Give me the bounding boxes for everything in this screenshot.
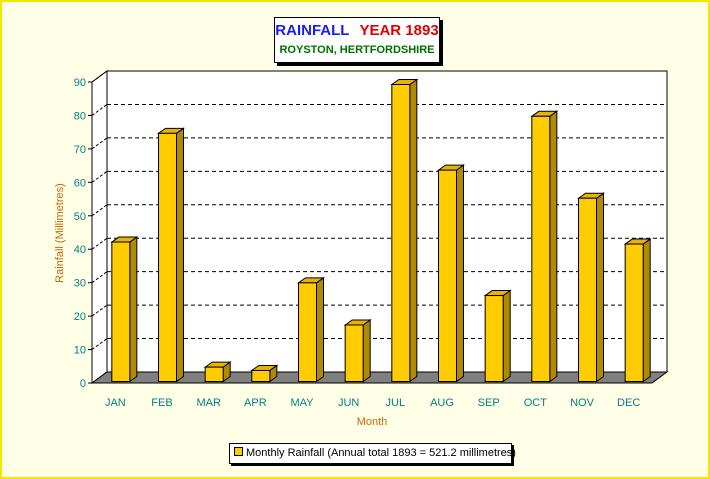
x-tick-label: SEP (478, 397, 500, 409)
bar-side (129, 236, 138, 383)
y-tick-label: 40 (74, 244, 86, 256)
legend: Monthly Rainfall (Annual total 1893 = 52… (229, 443, 516, 464)
bar-side (409, 78, 418, 383)
bar-side (316, 276, 324, 383)
x-tick-label: NOV (570, 397, 595, 409)
bar (298, 282, 317, 383)
chart-title: RAINFALL YEAR 1893 (275, 22, 439, 40)
bar-side (549, 110, 558, 383)
x-tick-label: JAN (105, 397, 126, 409)
bar (484, 295, 504, 383)
bar (438, 169, 457, 382)
gridline-side (91, 104, 108, 116)
bar (111, 241, 131, 382)
x-tick-label: DEC (617, 397, 640, 409)
x-tick-label: MAY (290, 397, 314, 409)
bar-side (642, 238, 651, 383)
bar (204, 366, 224, 383)
y-tick-label: 50 (74, 211, 86, 223)
x-tick-label: JUL (386, 397, 406, 409)
x-tick-label: JUN (338, 397, 359, 409)
y-tick-label: 20 (74, 311, 86, 323)
gridline-side (91, 70, 108, 83)
bar (158, 132, 177, 382)
bar-side (596, 192, 604, 383)
gridline-side (91, 271, 108, 284)
title-box: RAINFALL YEAR 1893 ROYSTON, HERTFORDSHIRE (274, 17, 440, 63)
y-tick-label: 0 (80, 378, 86, 390)
bar-side (502, 289, 511, 383)
x-tick-label: OCT (524, 397, 548, 409)
y-axis-title: Rainfall (Millimetres) (54, 183, 66, 283)
gridline-side (91, 304, 108, 317)
y-tick-label: 30 (74, 278, 86, 290)
x-tick-label: MAR (196, 397, 221, 409)
gridline-side (91, 170, 108, 183)
y-tick-label: 10 (74, 345, 86, 357)
bar-side (176, 127, 184, 383)
plot-floor (90, 371, 669, 384)
title-year: YEAR 1893 (359, 22, 439, 39)
legend-swatch (234, 447, 243, 456)
gridline-side (91, 338, 108, 350)
bar (578, 197, 597, 382)
y-tick-label: 70 (74, 144, 86, 156)
bar (391, 84, 411, 382)
bar-side (456, 164, 464, 383)
gridline-side (91, 137, 108, 150)
x-tick-label: APR (244, 397, 267, 409)
bar-side (362, 319, 371, 383)
bar (251, 369, 271, 383)
plot-side-wall (91, 70, 108, 384)
gridline-side (91, 204, 108, 217)
gridline-side (91, 237, 108, 250)
bar (531, 115, 551, 382)
bar (344, 324, 364, 382)
y-tick-label: 60 (74, 177, 86, 189)
y-tick-label: 90 (74, 77, 86, 89)
y-tick-label: 80 (74, 110, 86, 122)
title-rainfall: RAINFALL (275, 22, 350, 39)
x-tick-label: FEB (151, 397, 172, 409)
bar (624, 243, 644, 382)
x-tick-label: AUG (430, 397, 454, 409)
x-axis-title: Month (357, 416, 388, 428)
legend-label: Monthly Rainfall (Annual total 1893 = 52… (246, 447, 516, 459)
chart-subtitle: ROYSTON, HERTFORDSHIRE (279, 44, 435, 56)
